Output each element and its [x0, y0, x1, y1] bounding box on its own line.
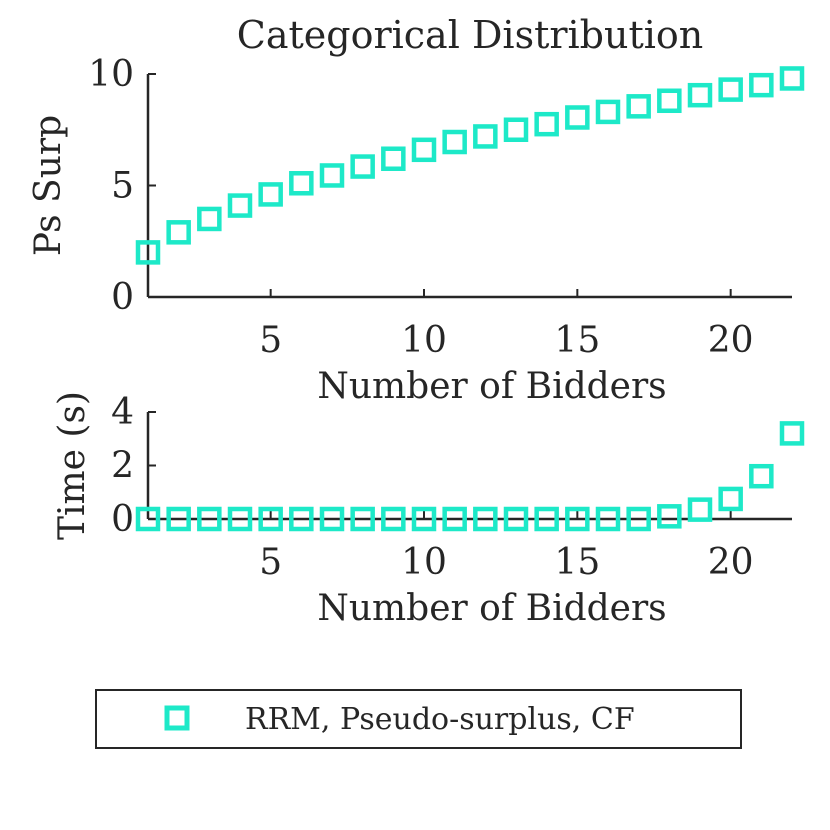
time-data-point	[350, 506, 375, 532]
ps-surp-data-point	[749, 72, 774, 98]
ps-surp-x-tick-label: 10	[401, 320, 447, 361]
time-y-tick-label: 2	[111, 446, 134, 487]
legend: RRM, Pseudo-surplus, CF	[95, 689, 742, 749]
ps-surp-x-tick-label: 20	[708, 320, 754, 361]
ps-surp-data-point	[503, 117, 529, 142]
time-x-tick-label: 15	[554, 542, 600, 583]
time-data-point	[657, 504, 682, 529]
ps-surp-data-point	[595, 99, 621, 125]
ps-surp-data-point	[626, 94, 651, 119]
time-data-point	[135, 506, 161, 532]
legend-entry-label: RRM, Pseudo-surplus, CF	[245, 702, 635, 737]
ps-surp-y-tick-label: 0	[111, 277, 134, 318]
time-data-point	[565, 506, 590, 532]
ps-surp-data-point	[473, 124, 498, 149]
time-data-point	[718, 486, 743, 512]
ps-surp-data-point	[657, 88, 682, 114]
time-data-point	[227, 506, 253, 532]
plot-time: 5 10 15 20 0 2 4 Number of Bidders Time (s)	[52, 391, 805, 629]
legend-marker-square	[164, 705, 190, 731]
time-data-point	[289, 506, 314, 532]
time-x-tick-label: 10	[401, 542, 447, 583]
time-data-point	[258, 506, 283, 532]
time-data-point	[381, 506, 406, 532]
ps-surp-data-point	[779, 66, 805, 91]
time-data-point	[626, 506, 651, 532]
time-data-point	[503, 506, 529, 532]
time-x-tick-label: 5	[259, 542, 282, 583]
ps-surp-data-point	[381, 146, 406, 171]
time-data-point	[166, 506, 191, 532]
ps-surp-data-point	[289, 171, 314, 196]
ps-surp-x-tick-label: 15	[554, 320, 600, 361]
ps-surp-data-point	[258, 182, 283, 207]
time-x-axis-label: Number of Bidders	[317, 588, 666, 629]
ps-surp-data-point	[565, 105, 590, 130]
time-y-tick-label: 4	[111, 392, 134, 433]
ps-surp-data-point	[687, 82, 713, 108]
ps-surp-data-point	[534, 111, 559, 137]
legend-box	[95, 689, 742, 749]
ps-surp-data-point	[227, 193, 253, 218]
ps-surp-data-point	[350, 154, 375, 179]
ps-surp-data-point	[442, 129, 467, 155]
time-y-tick-label: 0	[111, 499, 134, 540]
time-data-point	[473, 506, 498, 532]
time-data-point	[595, 506, 621, 532]
ps-surp-y-axis-label: Ps Surp	[28, 115, 69, 256]
ps-surp-data-point	[718, 77, 743, 102]
time-data-point	[534, 506, 559, 532]
ps-surp-data-point	[411, 137, 437, 163]
ps-surp-x-axis-label: Number of Bidders	[317, 366, 666, 407]
time-data-point	[319, 506, 345, 532]
time-x-tick-label: 20	[708, 542, 754, 583]
plot-ps-surp: 5 10 15 20 0 5 10 Number of Bidders Ps Surp	[28, 54, 805, 407]
ps-surp-x-tick-label: 5	[259, 320, 282, 361]
time-y-axis-label: Time (s)	[52, 391, 93, 540]
time-data-point	[749, 463, 774, 489]
time-data-point	[442, 506, 467, 532]
ps-surp-y-tick-label: 5	[111, 166, 134, 207]
ps-surp-data-point	[135, 240, 161, 265]
time-data-point	[779, 421, 805, 446]
time-data-point	[687, 497, 713, 522]
ps-surp-data-point	[197, 206, 222, 232]
chart-title: Categorical Distribution	[237, 13, 703, 57]
ps-surp-data-point	[319, 163, 345, 188]
time-data-point	[411, 506, 437, 532]
ps-surp-data-point	[166, 220, 191, 245]
time-data-point	[197, 506, 222, 532]
ps-surp-y-tick-label: 10	[88, 54, 134, 95]
